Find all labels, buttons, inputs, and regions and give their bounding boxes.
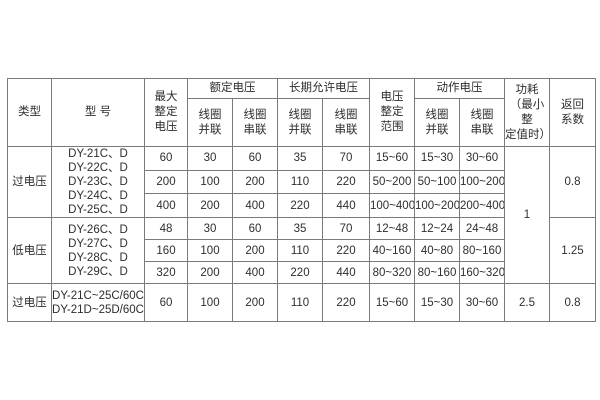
- col-header-max-setting-voltage: 最大 整定 电压: [144, 78, 188, 147]
- table-cell: 40~160: [369, 239, 415, 262]
- model-cell: DY-26C、D DY-27C、D DY-28C、D DY-29C、D: [51, 217, 145, 284]
- table-cell: 70: [322, 146, 370, 171]
- table-cell: 110: [277, 239, 323, 262]
- table-cell: 400: [232, 193, 278, 218]
- table-cell: 160: [144, 239, 188, 262]
- table-cell: 80~160: [414, 261, 460, 284]
- table-cell: 220: [322, 169, 370, 195]
- power-consumption-cell: 2.5: [504, 283, 550, 322]
- return-coefficient-cell: 1.25: [549, 217, 596, 284]
- table-cell: 12~48: [369, 217, 415, 240]
- table-row: 400 200 400 220 440 100~400 100~200 200~…: [8, 193, 596, 218]
- table-cell: 15~30: [414, 146, 460, 171]
- table-cell: 40~80: [414, 239, 460, 262]
- table-cell: 200: [187, 193, 233, 218]
- row-type-cell: 过电压: [7, 283, 52, 322]
- table-cell: 100~200: [459, 169, 505, 195]
- table-cell: 100~200: [414, 193, 460, 218]
- table-cell: 15~60: [369, 283, 415, 322]
- table-cell: 160~320: [459, 261, 505, 284]
- table-cell: 220: [277, 261, 323, 284]
- table-cell: 440: [322, 261, 370, 284]
- table-row: 过电压 DY-21C~25C/60C DY-21D~25D/60C 60 100…: [7, 283, 596, 322]
- col-header-type: 类型: [7, 78, 52, 147]
- table-cell: 220: [322, 239, 370, 262]
- table-cell: 60: [232, 217, 278, 240]
- table-cell: 50~100: [414, 169, 460, 195]
- table-cell: 48: [144, 217, 188, 240]
- col-header-model: 型 号: [51, 78, 145, 147]
- table-row: 200 100 200 110 220 50~200 50~100 100~20…: [8, 169, 596, 195]
- table-cell: 200: [187, 261, 233, 284]
- relay-spec-table: 类型 型 号 最大 整定 电压 额定电压 长期允许电压 电压 整定 范围 动作电…: [7, 78, 596, 322]
- col-subheader-coil-parallel: 线圈 并联: [187, 98, 233, 147]
- table-cell: 100: [187, 169, 233, 195]
- row-type-cell: 过电压: [7, 146, 52, 218]
- table-cell: 60: [232, 146, 278, 171]
- col-subheader-coil-parallel: 线圈 并联: [414, 98, 460, 147]
- return-coefficient-cell: 0.8: [549, 146, 596, 218]
- table-cell: 30~60: [459, 146, 505, 171]
- table-cell: 400: [144, 193, 188, 218]
- table-cell: 15~60: [369, 146, 415, 171]
- table-cell: 35: [277, 217, 323, 240]
- table-cell: 220: [322, 283, 370, 322]
- table-cell: 110: [277, 169, 323, 195]
- table-cell: 50~200: [369, 169, 415, 195]
- table-cell: 35: [277, 146, 323, 171]
- table-cell: 400: [232, 261, 278, 284]
- model-cell: DY-21C、D DY-22C、D DY-23C、D DY-24C、D DY-2…: [51, 146, 145, 218]
- table-cell: 15~30: [414, 283, 460, 322]
- table-cell: 100: [187, 239, 233, 262]
- col-subheader-coil-parallel: 线圈 并联: [277, 98, 323, 147]
- col-subheader-coil-series: 线圈 串联: [459, 98, 505, 147]
- table-cell: 80~160: [459, 239, 505, 262]
- table-cell: 200: [144, 169, 188, 195]
- col-header-rated-voltage: 额定电压: [187, 78, 278, 99]
- table-cell: 30: [187, 146, 233, 171]
- col-subheader-coil-series: 线圈 串联: [322, 98, 370, 147]
- table-cell: 60: [144, 283, 188, 322]
- col-header-power-consumption: 功耗 （最小整 定值时）: [504, 78, 550, 147]
- table-cell: 80~320: [369, 261, 415, 284]
- table-cell: 60: [144, 146, 188, 171]
- table-cell: 200: [232, 283, 278, 322]
- table-cell: 110: [277, 283, 323, 322]
- table-cell: 320: [144, 261, 188, 284]
- col-header-voltage-setting-range: 电压 整定 范围: [369, 78, 415, 147]
- row-type-cell: 低电压: [7, 217, 52, 284]
- col-header-long-term-voltage: 长期允许电压: [277, 78, 370, 99]
- col-header-action-voltage: 动作电压: [414, 78, 505, 99]
- table-cell: 440: [322, 193, 370, 218]
- col-subheader-coil-series: 线圈 串联: [232, 98, 278, 147]
- table-cell: 200: [232, 239, 278, 262]
- table-row: 过电压 DY-21C、D DY-22C、D DY-23C、D DY-24C、D …: [7, 146, 596, 284]
- table-cell: 70: [322, 217, 370, 240]
- power-consumption-cell: 1: [504, 146, 550, 284]
- table-cell: 30: [187, 217, 233, 240]
- table-cell: 220: [277, 193, 323, 218]
- table-cell: 200~400: [459, 193, 505, 218]
- table-cell: 100~400: [369, 193, 415, 218]
- model-cell: DY-21C~25C/60C DY-21D~25D/60C: [51, 283, 145, 322]
- col-header-return-coefficient: 返回 系数: [549, 78, 596, 147]
- table-cell: 200: [232, 169, 278, 195]
- table-cell: 30~60: [459, 283, 505, 322]
- table-cell: 100: [187, 283, 233, 322]
- table-row: 160 100 200 110 220 40~160 40~80 80~160: [8, 239, 596, 262]
- table-cell: 12~24: [414, 217, 460, 240]
- table-cell: 24~48: [459, 217, 505, 240]
- return-coefficient-cell: 0.8: [549, 283, 596, 322]
